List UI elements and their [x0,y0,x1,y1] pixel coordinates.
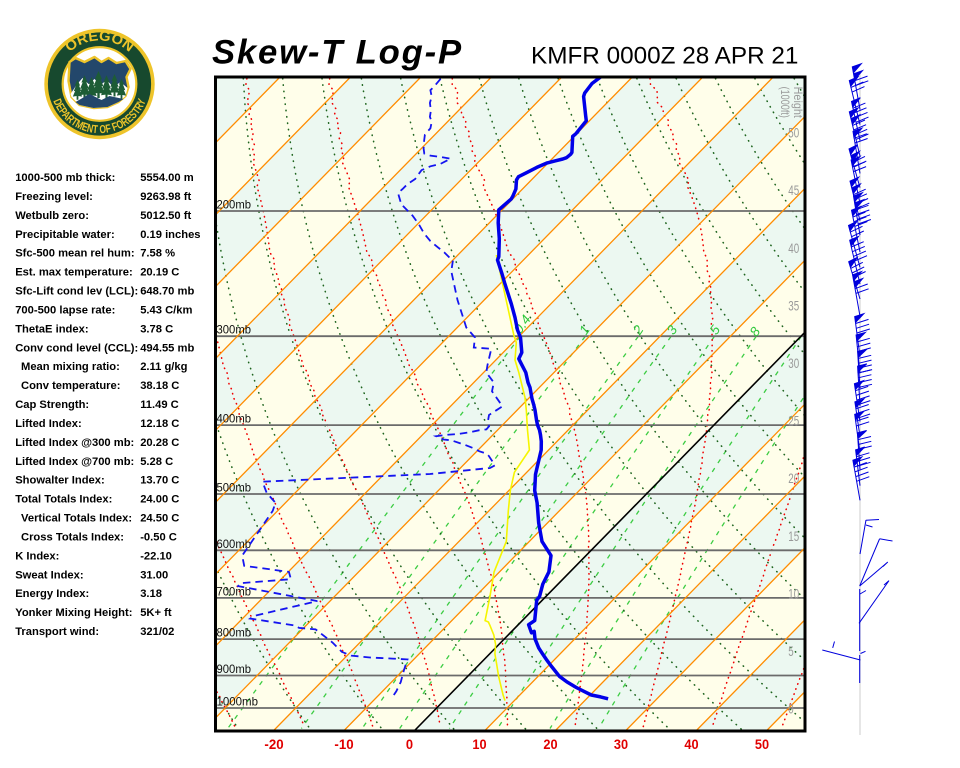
svg-text:700-500 lapse rate:: 700-500 lapse rate: [15,304,115,316]
svg-text:Energy Index:: Energy Index: [15,588,89,600]
svg-text:ThetaE index:: ThetaE index: [15,323,88,335]
svg-text:7.58 %: 7.58 % [140,248,175,260]
svg-text:300mb: 300mb [217,323,252,337]
svg-text:KMFR 0000Z 28 APR 21: KMFR 0000Z 28 APR 21 [531,43,798,70]
svg-text:Sweat Index:: Sweat Index: [15,569,83,581]
svg-text:Sfc-500 mean rel hum:: Sfc-500 mean rel hum: [15,248,134,260]
svg-text:2.11 g/kg: 2.11 g/kg [140,361,187,373]
svg-text:0: 0 [788,702,793,717]
svg-text:900mb: 900mb [217,662,252,676]
svg-text:-20: -20 [264,736,283,752]
svg-text:Showalter Index:: Showalter Index: [15,475,105,487]
svg-text:15: 15 [788,529,799,544]
svg-text:10: 10 [788,586,799,601]
svg-text:1000mb: 1000mb [217,695,259,709]
svg-text:Est. max temperature:: Est. max temperature: [15,267,133,279]
svg-text:500mb: 500mb [217,481,252,495]
svg-text:5554.00 m: 5554.00 m [140,172,194,184]
svg-text:Lifted Index @300 mb:: Lifted Index @300 mb: [15,437,134,449]
svg-text:38.18 C: 38.18 C [140,380,179,392]
svg-text:45: 45 [788,183,799,198]
svg-text:11.49 C: 11.49 C [140,399,179,411]
svg-text:20: 20 [543,736,557,752]
svg-text:648.70 mb: 648.70 mb [140,286,194,298]
svg-text:K Index:: K Index: [15,550,59,562]
svg-text:0.19 inches: 0.19 inches [140,229,200,241]
svg-text:10: 10 [472,736,486,752]
svg-text:5012.50 ft: 5012.50 ft [140,210,191,222]
svg-text:Lifted Index:: Lifted Index: [15,418,82,430]
svg-text:Mean mixing ratio:: Mean mixing ratio: [21,361,120,373]
svg-text:Lifted Index @700 mb:: Lifted Index @700 mb: [15,456,134,468]
svg-text:-22.10: -22.10 [140,550,172,562]
svg-text:Vertical Totals Index:: Vertical Totals Index: [21,513,132,525]
svg-text:40: 40 [788,241,799,256]
svg-text:20: 20 [788,471,799,486]
svg-text:800mb: 800mb [217,626,252,640]
svg-text:Yonker Mixing Height:: Yonker Mixing Height: [15,607,132,619]
svg-text:400mb: 400mb [217,412,252,426]
svg-text:3.78 C: 3.78 C [140,323,173,335]
svg-text:5K+ ft: 5K+ ft [140,607,172,619]
svg-text:20.19 C: 20.19 C [140,267,179,279]
svg-text:20.28 C: 20.28 C [140,437,179,449]
svg-text:Freezing level:: Freezing level: [15,191,93,203]
svg-text:600mb: 600mb [217,537,252,551]
svg-text:700mb: 700mb [217,584,252,598]
svg-text:12.18 C: 12.18 C [140,418,179,430]
svg-text:50: 50 [755,736,769,752]
svg-text:Conv temperature:: Conv temperature: [21,380,120,392]
svg-text:5: 5 [788,644,793,659]
svg-text:-0.50 C: -0.50 C [140,532,177,544]
svg-text:Sfc-Lift cond lev (LCL):: Sfc-Lift cond lev (LCL): [15,286,138,298]
svg-text:31.00: 31.00 [140,569,168,581]
svg-text:Transport wind:: Transport wind: [15,626,99,638]
svg-text:50: 50 [788,126,799,141]
svg-text:25: 25 [788,414,799,429]
svg-text:40: 40 [684,736,698,752]
svg-text:1000-500 mb thick:: 1000-500 mb thick: [15,172,115,184]
svg-text:24.00 C: 24.00 C [140,494,179,506]
svg-text:35: 35 [788,298,799,313]
svg-text:Total Totals Index:: Total Totals Index: [15,494,112,506]
svg-text:5.28 C: 5.28 C [140,456,173,468]
svg-text:0: 0 [406,736,413,752]
svg-text:Cross Totals Index:: Cross Totals Index: [21,532,124,544]
svg-text:Cap Strength:: Cap Strength: [15,399,89,411]
svg-text:494.55 mb: 494.55 mb [140,342,194,354]
svg-text:Precipitable water:: Precipitable water: [15,229,114,241]
svg-text:24.50 C: 24.50 C [140,513,179,525]
svg-text:321/02: 321/02 [140,626,174,638]
svg-text:200mb: 200mb [217,198,252,212]
svg-text:(1000ft): (1000ft) [778,87,792,118]
svg-text:9263.98 ft: 9263.98 ft [140,191,191,203]
svg-text:13.70 C: 13.70 C [140,475,179,487]
svg-text:Skew-T Log-P: Skew-T Log-P [212,34,463,72]
svg-text:Height: Height [791,87,805,119]
svg-text:3.18: 3.18 [140,588,162,600]
svg-text:Wetbulb zero:: Wetbulb zero: [15,210,89,222]
svg-text:5.43 C/km: 5.43 C/km [140,304,192,316]
svg-text:30: 30 [614,736,628,752]
svg-text:30: 30 [788,356,799,371]
svg-text:-10: -10 [334,736,353,752]
svg-text:Conv cond level (CCL):: Conv cond level (CCL): [15,342,138,354]
